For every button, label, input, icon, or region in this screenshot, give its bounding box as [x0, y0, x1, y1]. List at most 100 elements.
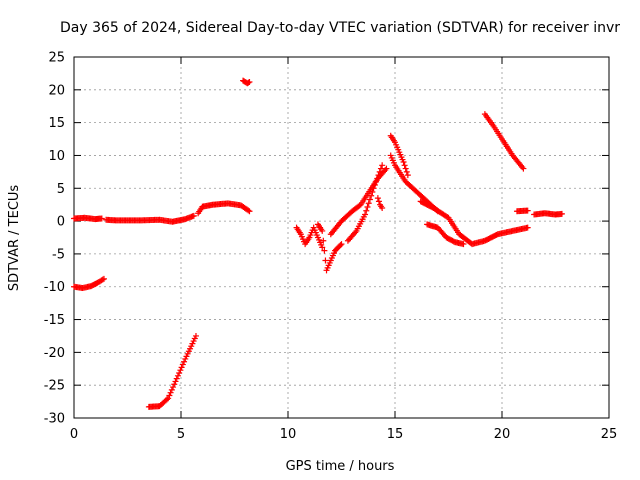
series-arc-8: [314, 221, 345, 274]
data-point: [400, 159, 407, 166]
data-point: [379, 162, 386, 169]
data-point: [364, 204, 371, 211]
series-arc-12: [387, 132, 411, 179]
y-tick-label: 20: [48, 83, 65, 98]
y-tick-label: -15: [44, 313, 65, 328]
series-arc-7: [293, 224, 326, 251]
series-arc-14: [417, 198, 531, 248]
data-point: [374, 175, 381, 182]
y-tick-label: 25: [48, 51, 65, 66]
y-tick-label: -5: [52, 247, 65, 262]
x-tick-label: 25: [601, 427, 618, 442]
data-point: [337, 242, 344, 249]
data-point: [177, 367, 184, 374]
data-point: [366, 196, 373, 203]
series-arc-3: [103, 212, 197, 225]
series-arc-4: [195, 200, 253, 217]
plot-frame: [73, 56, 610, 419]
x-tick-label: 15: [387, 427, 404, 442]
data-point: [375, 198, 382, 205]
data-point: [379, 204, 386, 211]
data-point: [321, 247, 328, 254]
data-point: [362, 211, 369, 218]
data-point: [179, 361, 186, 368]
y-tick-label: 15: [48, 116, 65, 131]
data-point: [170, 384, 177, 391]
data-point: [246, 78, 253, 85]
data-point: [174, 372, 181, 379]
series-arc-15: [424, 221, 467, 248]
data-point: [524, 224, 531, 231]
data-point: [245, 79, 252, 86]
chart-title: Day 365 of 2024, Sidereal Day-to-day VTE…: [60, 20, 620, 36]
series-arc-17: [513, 207, 531, 215]
data-point: [319, 227, 326, 234]
data-point: [520, 165, 527, 172]
x-tick-label: 5: [177, 427, 185, 442]
y-tick-label: 0: [57, 215, 65, 230]
data-point: [320, 237, 327, 244]
data-point: [371, 181, 378, 188]
data-point: [99, 276, 106, 283]
data-point: [100, 275, 107, 282]
data-point: [401, 162, 408, 169]
data-point: [370, 185, 377, 192]
data-point: [369, 189, 376, 196]
data-point: [181, 358, 188, 365]
y-tick-label: -20: [44, 346, 65, 361]
data-point: [558, 210, 565, 217]
data-point: [246, 208, 253, 215]
data-point: [374, 195, 381, 202]
x-tick-label: 0: [70, 427, 78, 442]
y-tick-label: 10: [48, 149, 65, 164]
data-point: [245, 207, 252, 214]
data-point: [368, 192, 375, 199]
x-tick-label: 20: [494, 427, 511, 442]
x-tick-label: 10: [280, 427, 297, 442]
y-axis-label: SDTVAR / TECUs: [7, 185, 22, 292]
y-tick-label: -10: [44, 280, 65, 295]
data-point: [172, 378, 179, 385]
series-arc-1: [71, 214, 105, 223]
data-point: [171, 381, 178, 388]
data-point: [167, 389, 174, 396]
grid: [74, 57, 609, 418]
data-point: [173, 375, 180, 382]
data-point: [404, 172, 411, 179]
data-point: [376, 168, 383, 175]
data-point: [524, 207, 531, 214]
y-tick-label: 5: [57, 182, 65, 197]
data-point: [163, 396, 170, 403]
y-tick-label: -30: [44, 412, 65, 427]
data-point: [190, 212, 197, 219]
data-point: [98, 215, 105, 222]
data-point: [168, 386, 175, 393]
data-point: [383, 165, 390, 172]
series-arc-2: [71, 275, 107, 292]
data-point: [375, 172, 382, 179]
data-point: [192, 332, 199, 339]
x-axis-label: GPS time / hours: [286, 459, 395, 474]
series-arc-11: [374, 195, 386, 211]
series-arc-18: [531, 210, 565, 218]
data-point: [165, 395, 172, 402]
data-point: [166, 392, 173, 399]
series-arc-6: [145, 332, 199, 410]
axis-ticks: 0 5 10 15 20 25 25 20 15 10 5 0 -5 -10 -15 -20 -25 -30: [44, 51, 618, 443]
data-point: [365, 200, 372, 207]
data-point: [403, 168, 410, 175]
data-points: [71, 77, 565, 410]
series-arc-5: [240, 77, 253, 87]
series-arc-10: [344, 162, 386, 244]
data-point: [377, 165, 384, 172]
data-point: [460, 241, 467, 248]
data-point: [176, 369, 183, 376]
data-point: [373, 178, 380, 185]
data-point: [338, 241, 345, 248]
data-point: [319, 244, 326, 251]
y-tick-label: -25: [44, 379, 65, 394]
data-point: [402, 165, 409, 172]
series-arc-16: [481, 111, 527, 172]
data-point: [322, 257, 329, 264]
